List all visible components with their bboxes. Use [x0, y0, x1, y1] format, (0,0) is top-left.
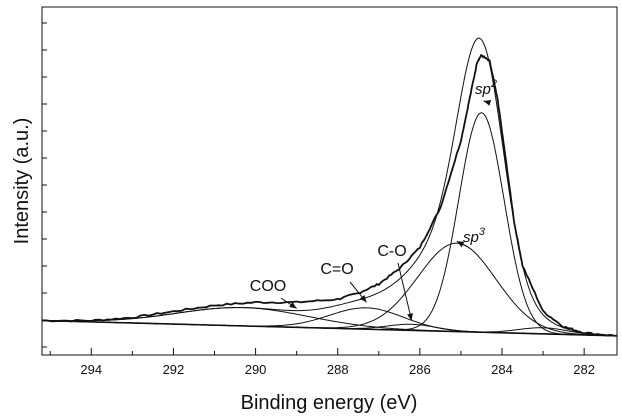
curves [41, 37, 618, 337]
x-ticks: 294 292 290 288 286 284 282 [49, 348, 595, 377]
component-peak-coo [41, 307, 617, 337]
annotation-arrowhead [456, 241, 465, 248]
annotation-label: C=O [320, 261, 353, 278]
annotation-arrowhead [407, 313, 413, 321]
annotation-label: sp3 [463, 226, 486, 246]
annotation-superscript: 2 [490, 78, 497, 90]
component-peak-sp3 [41, 242, 617, 337]
x-tick-label: 294 [80, 362, 102, 377]
x-tick-label: 288 [327, 362, 349, 377]
annotation-leader [397, 262, 413, 321]
annotation-superscript: 3 [479, 226, 486, 238]
annotation-arrowhead [359, 295, 367, 303]
component-peak-co [41, 307, 617, 337]
plot-frame [41, 6, 618, 356]
annotation-arrowhead [483, 100, 492, 106]
annotation-label: COO [250, 278, 286, 295]
annotations: COO C=O C-O sp2 sp3 [250, 78, 497, 321]
y-axis-title: Intensity (a.u.) [11, 118, 33, 245]
annotation-arrowhead [289, 302, 297, 309]
x-tick-label: 282 [573, 362, 595, 377]
x-axis-title: Binding energy (eV) [241, 392, 418, 414]
x-tick-label: 284 [491, 362, 513, 377]
measured-spectrum [41, 54, 618, 337]
x-tick-label: 292 [163, 362, 185, 377]
x-tick-label: 290 [245, 362, 267, 377]
x-tick-label: 286 [409, 362, 431, 377]
component-peak-minor [41, 320, 618, 337]
y-ticks [42, 22, 47, 348]
component-peak-sp2 [41, 112, 617, 337]
fitted-envelope [41, 37, 618, 337]
annotation-label: sp2 [475, 78, 497, 98]
annotation-label: C-O [377, 243, 406, 260]
